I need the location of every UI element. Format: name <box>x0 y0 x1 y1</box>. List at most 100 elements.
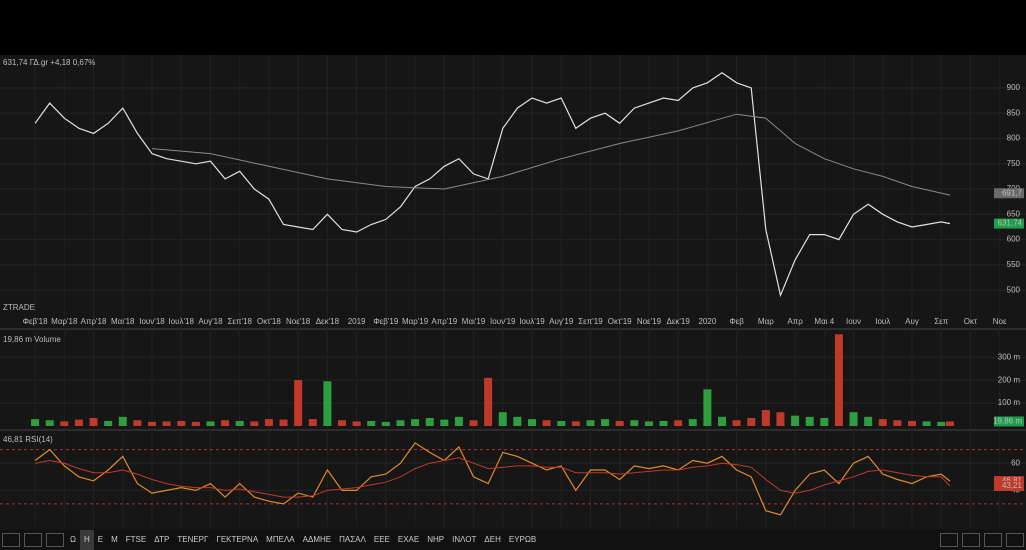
volume-bar <box>235 420 244 426</box>
price-tag-label: 43,21 <box>1002 481 1023 490</box>
volume-bar <box>250 421 259 426</box>
toolbar-button[interactable]: ΔΕΗ <box>484 535 501 544</box>
volume-bar <box>440 419 449 426</box>
view-icons <box>938 533 1026 547</box>
volume-bar <box>294 380 303 426</box>
toolbar-button[interactable]: Η <box>79 530 94 550</box>
x-tick-label: 2019 <box>348 317 366 326</box>
x-tick-label: Απρ'18 <box>81 317 107 326</box>
x-tick-label: Μαι'18 <box>111 317 135 326</box>
volume-bar <box>849 412 858 426</box>
volume-bar <box>45 420 54 426</box>
toolbar-button[interactable]: ΕΧΑΕ <box>397 535 420 544</box>
x-tick-label: Ιουλ <box>875 317 890 326</box>
volume-bar <box>352 421 361 426</box>
toolbar-button[interactable]: Ω <box>70 535 76 544</box>
x-tick-label: Σεπ <box>934 317 949 326</box>
volume-bar <box>615 420 624 426</box>
volume-bar <box>703 389 712 426</box>
x-tick-label: Οκτ'18 <box>257 317 281 326</box>
series-line <box>35 457 951 498</box>
toolbar-button[interactable]: ΔΤΡ <box>154 535 170 544</box>
x-tick-label: Οκτ <box>964 317 978 326</box>
volume-bar <box>528 419 536 426</box>
volume-bar <box>878 419 887 426</box>
x-tick-label: Νοε'19 <box>637 317 662 326</box>
volume-bar <box>601 419 610 426</box>
volume-bar <box>834 334 843 426</box>
price-tag-label: 631,74 <box>998 219 1023 228</box>
toolbar-button[interactable]: Μ <box>111 535 118 544</box>
toolbar-button[interactable]: ΕΥΡΩΒ <box>508 535 537 544</box>
tool-icon[interactable] <box>46 533 64 547</box>
toolbar-button[interactable]: FTSE <box>125 535 147 544</box>
x-tick-label: Δεκ'18 <box>316 317 340 326</box>
volume-bar <box>732 420 741 426</box>
x-tick-label: Ιουλ'18 <box>168 317 194 326</box>
y-tick-label: 800 <box>1007 134 1021 143</box>
volume-bar <box>89 417 98 426</box>
volume-bar <box>908 420 916 426</box>
tool-icon[interactable] <box>24 533 42 547</box>
view-icon[interactable] <box>962 533 980 547</box>
y-tick-label: 600 <box>1007 235 1021 244</box>
toolbar-button[interactable]: ΜΠΕΛΑ <box>266 535 295 544</box>
toolbar-button[interactable]: ΕΕΕ <box>373 535 390 544</box>
volume-bar <box>688 419 697 426</box>
volume-bar <box>74 419 83 426</box>
view-icon[interactable] <box>984 533 1002 547</box>
toolbar-button[interactable]: ΓΕΚΤΕΡΝΑ <box>216 535 259 544</box>
toolbar-button[interactable]: ΙΝΛΟΤ <box>452 535 477 544</box>
price-tag <box>994 416 1024 427</box>
volume-bar <box>893 420 902 426</box>
price-tag-label: 19,86 m <box>993 417 1022 426</box>
volume-bar <box>630 420 639 426</box>
x-tick-label: Σεπ'18 <box>227 317 252 326</box>
volume-bar <box>323 381 332 426</box>
x-tick-label: 2020 <box>698 317 716 326</box>
chart-background <box>0 55 1026 530</box>
volume-bar <box>411 419 420 426</box>
toolbar-button[interactable]: ΑΔΜΗΕ <box>302 535 332 544</box>
toolbar-button[interactable]: ΝΗΡ <box>427 535 445 544</box>
volume-bar <box>221 420 230 426</box>
y-tick-label: 750 <box>1007 159 1021 168</box>
volume-bar <box>454 416 463 426</box>
y-tick-label: 500 <box>1007 285 1021 294</box>
view-icon[interactable] <box>940 533 958 547</box>
price-tag <box>994 218 1024 229</box>
volume-bar <box>674 420 683 426</box>
volume-bar <box>776 412 785 426</box>
volume-bar <box>586 420 595 426</box>
volume-bar <box>425 417 434 426</box>
volume-bar <box>659 420 668 426</box>
volume-bar <box>922 421 931 426</box>
x-tick-label: Αυγ'19 <box>549 317 574 326</box>
toolbar-button[interactable]: ΤΕΝΕΡΓ <box>177 535 209 544</box>
volume-bar <box>469 420 478 426</box>
volume-bar <box>571 421 580 426</box>
x-tick-label: Απρ'19 <box>431 317 457 326</box>
volume-bar <box>484 377 493 426</box>
volume-bar <box>557 420 566 426</box>
y-tick-label: 60 <box>1011 458 1020 467</box>
x-tick-label: Φεβ <box>729 317 744 326</box>
toolbar-button[interactable]: ΠΑΣΑΛ <box>339 535 366 544</box>
volume-bar <box>396 420 405 426</box>
volume-bar <box>747 417 756 426</box>
volume-bar <box>191 421 200 426</box>
volume-bar <box>381 421 390 426</box>
volume-bar <box>148 421 156 426</box>
y-tick-label: 850 <box>1007 108 1021 117</box>
volume-bar <box>206 421 215 426</box>
volume-bar <box>31 419 40 426</box>
x-tick-label: Φεβ'18 <box>23 317 49 326</box>
y-tick-label: 900 <box>1007 83 1021 92</box>
tool-icon[interactable] <box>2 533 20 547</box>
toolbar-button[interactable]: Ε <box>97 535 104 544</box>
volume-bar <box>864 416 873 426</box>
volume-bar <box>761 409 770 426</box>
y-tick-label: 650 <box>1007 209 1021 218</box>
volume-bar <box>937 421 946 426</box>
view-icon[interactable] <box>1006 533 1024 547</box>
